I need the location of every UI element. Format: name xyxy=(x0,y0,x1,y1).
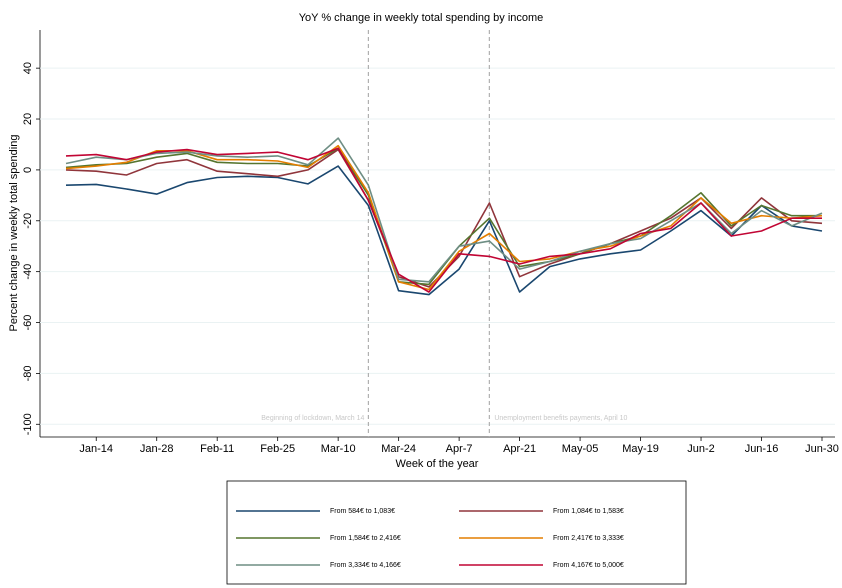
y-tick-label: -40 xyxy=(22,264,34,280)
x-tick-label: Jun-16 xyxy=(745,443,779,455)
x-tick-label: Jun-2 xyxy=(687,443,715,455)
y-axis-title: Percent change in weekly total spending xyxy=(8,135,20,332)
legend-label: From 3,334€ to 4,166€ xyxy=(330,562,401,569)
x-tick-label: May-19 xyxy=(622,443,659,455)
x-tick-label: Apr-21 xyxy=(503,443,536,455)
legend-label: From 1,084€ to 1,583€ xyxy=(553,508,624,515)
x-tick-label: Feb-25 xyxy=(260,443,295,455)
y-tick-label: 0 xyxy=(22,167,34,173)
x-tick-label: May-05 xyxy=(562,443,599,455)
x-tick-label: Apr-7 xyxy=(446,443,473,455)
y-tick-label: 40 xyxy=(22,62,34,74)
y-tick-label: -80 xyxy=(22,365,34,381)
x-tick-label: Feb-11 xyxy=(200,443,234,455)
chart-title: YoY % change in weekly total spending by… xyxy=(299,12,544,24)
legend-label: From 4,167€ to 5,000€ xyxy=(553,562,624,569)
y-tick-label: -100 xyxy=(22,413,34,435)
legend-box xyxy=(226,480,687,585)
x-axis-title: Week of the year xyxy=(396,458,479,470)
x-tick-label: Mar-24 xyxy=(381,443,416,455)
x-tick-label: Jan-14 xyxy=(79,443,113,455)
x-tick-label: Jun-30 xyxy=(805,443,839,455)
annotation: Beginning of lockdown, March 14 xyxy=(261,415,364,422)
series-line xyxy=(65,165,823,296)
legend-label: From 584€ to 1,083€ xyxy=(330,508,395,515)
series-line xyxy=(65,137,823,283)
x-tick-label: Mar-10 xyxy=(321,443,356,455)
legend-label: From 2,417€ to 3,333€ xyxy=(553,535,624,542)
y-tick-label: 20 xyxy=(22,113,34,125)
annotation: Unemployment benefits payments, April 10 xyxy=(494,415,627,422)
legend-label: From 1,584€ to 2,416€ xyxy=(330,535,401,542)
x-tick-label: Jan-28 xyxy=(140,443,174,455)
series-line xyxy=(65,147,822,293)
y-tick-label: -20 xyxy=(22,213,34,229)
series-line xyxy=(65,147,822,286)
y-tick-label: -60 xyxy=(22,315,34,331)
